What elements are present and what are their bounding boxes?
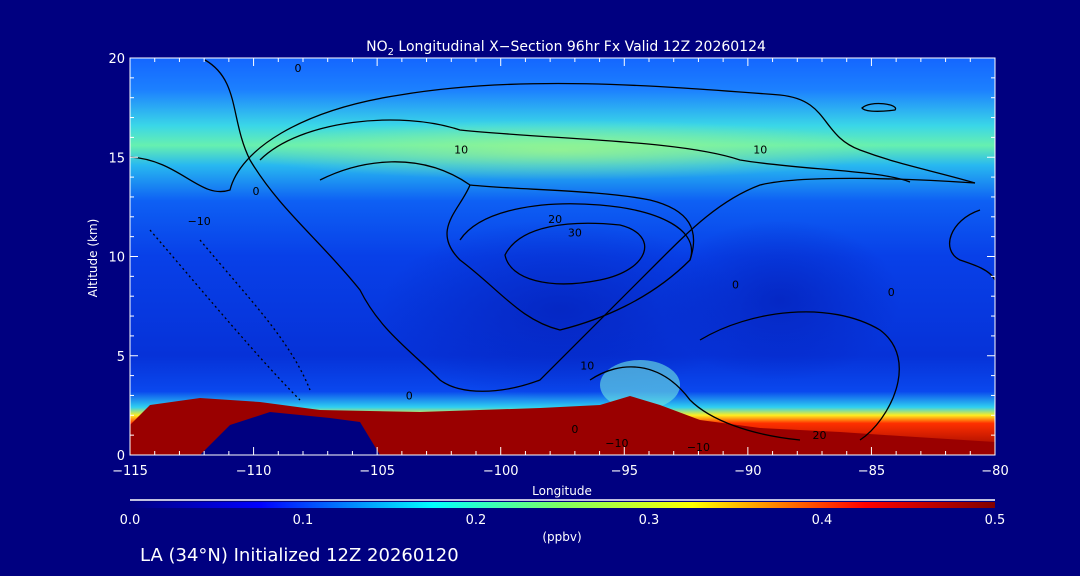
x-axis: −115 −110 −105 −100 −95 −90 −85 −80: [112, 58, 1009, 479]
y-tick-label: 5: [117, 350, 125, 365]
contour-lines: [129, 59, 996, 441]
x-tick-label: −95: [611, 464, 638, 479]
contour-label: 10: [454, 143, 468, 156]
y-tick-label: 15: [108, 151, 125, 166]
contour-label: 0: [732, 278, 739, 291]
contour-label: 20: [813, 429, 827, 442]
colorbar-tick-label: 0.1: [293, 513, 314, 528]
x-tick-label: −90: [734, 464, 761, 479]
contour-label: 0: [253, 185, 260, 198]
colorbar-tick-label: 0.2: [466, 513, 487, 528]
concentration-field: [130, 58, 995, 455]
chart-title: NO2 Longitudinal X−Section 96hr Fx Valid…: [366, 39, 766, 58]
x-tick-label: −100: [483, 464, 519, 479]
y-tick-label: 20: [108, 52, 125, 67]
colorbar: [130, 502, 995, 508]
colorbar-tick-label: 0.5: [985, 513, 1006, 528]
y-axis: 0 5 10 15 20: [108, 52, 995, 464]
contour-label: 20: [548, 213, 562, 226]
contour-label: 10: [753, 143, 767, 156]
contour-label: −10: [605, 437, 628, 450]
contour-label: 0: [406, 389, 413, 402]
title-prefix: NO: [366, 39, 388, 55]
contour-labels: 0 10 10 0 −10 20 30 0 0 10 0 0 −10 −10 20: [188, 62, 895, 454]
colorbar-tick-label: 0.0: [120, 513, 141, 528]
colorbar-tick-label: 0.4: [812, 513, 833, 528]
y-axis-label: Altitude (km): [86, 219, 100, 298]
title-subscript: 2: [388, 47, 394, 58]
title-rest: Longitudinal X−Section 96hr Fx Valid 12Z…: [394, 39, 766, 55]
contour-label: 0: [571, 423, 578, 436]
x-tick-label: −85: [858, 464, 885, 479]
x-tick-label: −115: [112, 464, 148, 479]
y-tick-label: 0: [117, 449, 125, 464]
footer-run-info: LA (34°N) Initialized 12Z 20260120: [140, 545, 459, 566]
x-tick-label: −110: [236, 464, 272, 479]
contour-label: −10: [188, 215, 211, 228]
colorbar-unit-label: (ppbv): [542, 530, 581, 544]
x-axis-label: Longitude: [532, 484, 592, 498]
contour-label: 30: [568, 227, 582, 240]
colorbar-tick-label: 0.3: [639, 513, 660, 528]
contour-label: 10: [580, 360, 594, 373]
terrain-mask: [200, 412, 380, 455]
contour-label: 0: [888, 286, 895, 299]
contour-label: −10: [687, 441, 710, 454]
colorbar-labels: 0.0 0.1 0.2 0.3 0.4 0.5: [120, 513, 1006, 528]
contour-label: 0: [295, 62, 302, 75]
x-tick-label: −80: [981, 464, 1008, 479]
y-tick-label: 10: [108, 251, 125, 266]
x-tick-label: −105: [359, 464, 395, 479]
